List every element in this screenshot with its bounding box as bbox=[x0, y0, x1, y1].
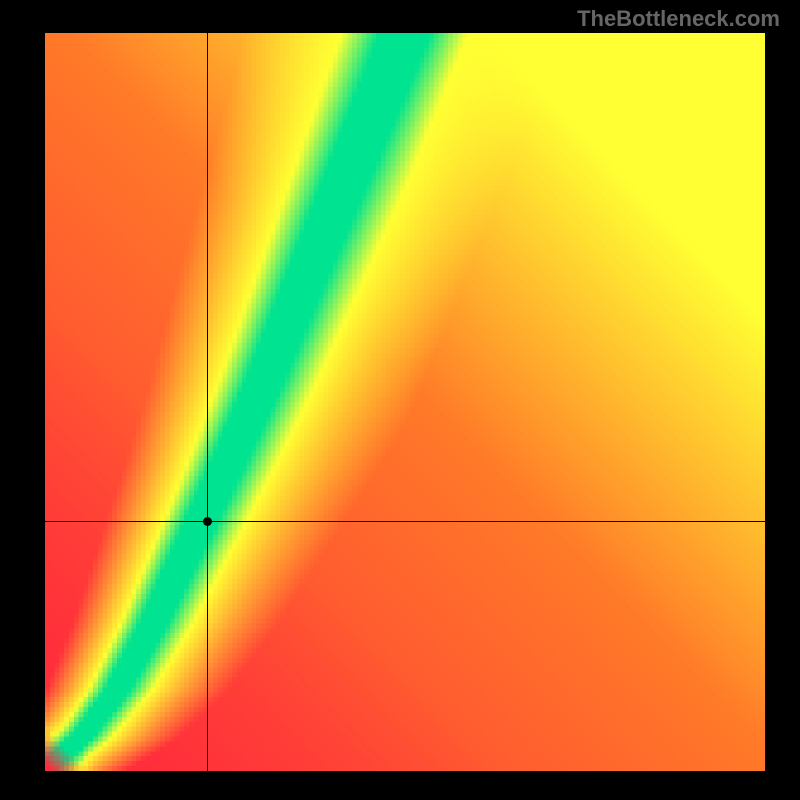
watermark-text: TheBottleneck.com bbox=[577, 6, 780, 32]
crosshair-horizontal bbox=[45, 521, 765, 522]
chart-container: TheBottleneck.com bbox=[0, 0, 800, 800]
crosshair-vertical bbox=[207, 33, 208, 771]
crosshair-marker bbox=[203, 517, 212, 526]
bottleneck-heatmap bbox=[45, 33, 765, 771]
